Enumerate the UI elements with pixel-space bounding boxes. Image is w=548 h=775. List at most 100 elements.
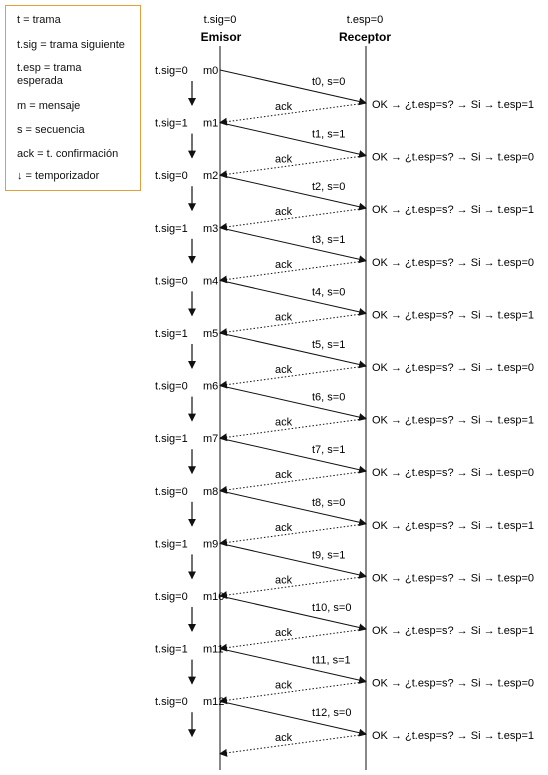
frame-arrow	[219, 174, 367, 211]
receiver-result: OK → ¿t.esp=s? → Si → t.esp=0	[372, 467, 534, 479]
ack-arrow	[219, 575, 367, 600]
ack-arrow	[219, 418, 367, 442]
sender-state: t.sig=0	[155, 591, 188, 603]
receiver-label: Receptor	[339, 30, 391, 44]
receiver-result: OK → ¿t.esp=s? → Si → t.esp=1	[372, 99, 534, 111]
legend-trama-esp: t.esp = trama	[17, 62, 82, 74]
ack-label: ack	[275, 154, 293, 166]
message-id: m12	[203, 696, 224, 708]
ack-arrow	[219, 628, 367, 652]
message-id: m11	[203, 644, 224, 656]
frame-arrow	[219, 700, 367, 737]
frame-label: t0, s=0	[312, 76, 345, 88]
ack-label: ack	[275, 680, 293, 692]
receiver-result: OK → ¿t.esp=s? → Si → t.esp=1	[372, 415, 534, 427]
sender-state: t.sig=1	[155, 644, 188, 656]
ack-arrow	[219, 365, 367, 389]
sender-state: t.sig=0	[155, 275, 188, 287]
receiver-result: OK → ¿t.esp=s? → Si → t.esp=1	[372, 204, 534, 216]
legend-secuencia: s = secuencia	[17, 124, 85, 136]
legend-trama: t = trama	[17, 14, 61, 26]
receiver-result: OK → ¿t.esp=s? → Si → t.esp=1	[372, 730, 534, 742]
legend-trama-sig: t.sig = trama siguiente	[17, 39, 125, 51]
message-id: m5	[203, 328, 218, 340]
message-id: m4	[203, 275, 218, 287]
ack-arrow	[219, 523, 367, 547]
message-id: m10	[203, 591, 224, 603]
receiver-result: OK → ¿t.esp=s? → Si → t.esp=0	[372, 257, 534, 269]
legend-temporizador: ↓ = temporizador	[17, 170, 100, 182]
sender-label: Emisor	[201, 30, 242, 44]
ack-arrow	[219, 470, 367, 494]
receiver-result: OK → ¿t.esp=s? → Si → t.esp=0	[372, 678, 534, 690]
frame-arrow	[219, 595, 367, 632]
ack-label: ack	[275, 259, 293, 271]
frame-label: t2, s=0	[312, 181, 345, 193]
message-id: m2	[203, 170, 218, 182]
sender-state: t.sig=1	[155, 118, 188, 130]
ack-arrow	[219, 312, 367, 337]
frame-arrow	[219, 385, 367, 421]
sender-state: t.sig=1	[155, 328, 188, 340]
ack-arrow	[219, 207, 367, 231]
frame-arrow	[219, 279, 367, 316]
frame-arrow	[219, 122, 367, 158]
frame-label: t5, s=1	[312, 339, 345, 351]
receiver-result: OK → ¿t.esp=s? → Si → t.esp=1	[372, 309, 534, 321]
frame-label: t7, s=1	[312, 444, 345, 456]
frame-arrow	[219, 437, 367, 474]
ack-label: ack	[275, 522, 293, 534]
legend-box: t = trama t.sig = trama siguiente t.esp …	[5, 5, 141, 191]
ack-arrow	[219, 681, 367, 705]
sender-state: t.sig=1	[155, 433, 188, 445]
receiver-result: OK → ¿t.esp=s? → Si → t.esp=0	[372, 572, 534, 584]
ack-label: ack	[275, 206, 293, 218]
receiver-result: OK → ¿t.esp=s? → Si → t.esp=0	[372, 362, 534, 374]
message-id: m9	[203, 538, 218, 550]
ack-arrow	[219, 733, 367, 757]
message-id: m7	[203, 433, 218, 445]
message-id: m0	[203, 65, 218, 77]
message-id: m8	[203, 486, 218, 498]
frame-label: t1, s=1	[312, 129, 345, 141]
frame-arrow	[219, 542, 367, 579]
frame-label: t6, s=0	[312, 392, 345, 404]
sender-initial-state: t.sig=0	[204, 14, 237, 26]
sender-state: t.sig=0	[155, 381, 188, 393]
sender-state: t.sig=0	[155, 170, 188, 182]
frame-arrow	[219, 490, 367, 527]
frame-label: t12, s=0	[312, 707, 351, 719]
receiver-result: OK → ¿t.esp=s? → Si → t.esp=0	[372, 152, 534, 164]
legend-trama-esp-2: esperada	[17, 75, 63, 87]
ack-label: ack	[275, 417, 293, 429]
frame-arrow	[219, 69, 367, 106]
frame-label: t4, s=0	[312, 286, 345, 298]
ack-arrow	[219, 102, 367, 126]
sender-state: t.sig=1	[155, 538, 188, 550]
ack-arrow	[219, 155, 367, 179]
message-id: m1	[203, 118, 218, 130]
receiver-result: OK → ¿t.esp=s? → Si → t.esp=1	[372, 520, 534, 532]
ack-label: ack	[275, 101, 293, 113]
sender-state: t.sig=0	[155, 65, 188, 77]
ack-label: ack	[275, 311, 293, 323]
legend-mensaje: m = mensaje	[17, 100, 81, 112]
frame-label: t8, s=0	[312, 497, 345, 509]
sender-state: t.sig=0	[155, 486, 188, 498]
ack-label: ack	[275, 627, 293, 639]
receiver-initial-state: t.esp=0	[347, 14, 383, 26]
frame-label: t3, s=1	[312, 234, 345, 246]
message-id: m3	[203, 223, 218, 235]
sender-state: t.sig=1	[155, 223, 188, 235]
ack-label: ack	[275, 732, 293, 744]
frame-arrow	[219, 227, 367, 264]
frame-label: t10, s=0	[312, 602, 351, 614]
frame-arrow	[219, 332, 367, 369]
frame-label: t11, s=1	[312, 655, 351, 667]
sender-state: t.sig=0	[155, 696, 188, 708]
ack-arrow	[219, 260, 367, 284]
frame-arrow	[219, 648, 367, 684]
receiver-result: OK → ¿t.esp=s? → Si → t.esp=1	[372, 625, 534, 637]
frame-label: t9, s=1	[312, 549, 345, 561]
